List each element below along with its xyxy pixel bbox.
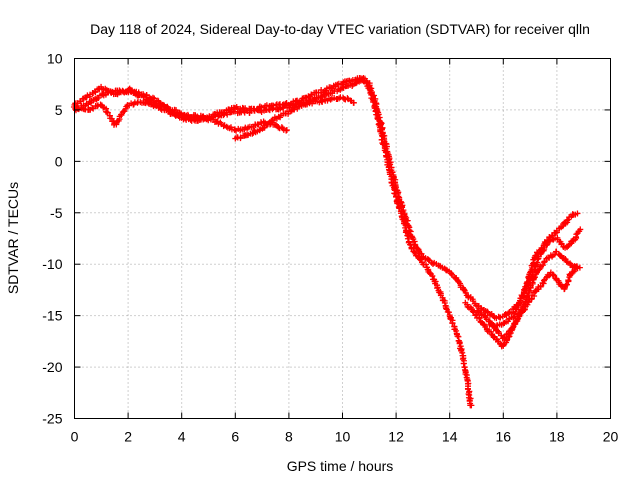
series-track-d <box>232 94 357 142</box>
y-tick-label: 10 <box>47 51 63 67</box>
data-point <box>194 113 201 120</box>
data-point <box>462 371 469 377</box>
data-point <box>524 278 531 285</box>
x-tick-label: 14 <box>442 429 458 445</box>
data-point <box>422 261 429 268</box>
data-point <box>467 402 474 409</box>
data-point <box>565 277 572 284</box>
data-point <box>526 287 533 294</box>
x-axis-label: GPS time / hours <box>287 458 394 474</box>
chart-title: Day 118 of 2024, Sidereal Day-to-day VTE… <box>90 21 590 37</box>
data-point <box>469 308 476 315</box>
series-track-f <box>474 248 583 342</box>
data-point <box>109 88 116 95</box>
data-point <box>434 284 441 291</box>
y-axis-ticks: 10 5 0 -5 -10 -15 -20 -25 <box>42 51 611 427</box>
data-point <box>118 112 125 119</box>
y-tick-label: -10 <box>42 256 62 272</box>
x-tick-label: 6 <box>231 429 239 445</box>
data-point <box>574 210 581 217</box>
x-axis-ticks: 0 2 4 6 8 10 12 14 16 18 20 <box>71 58 619 445</box>
data-point <box>453 327 460 334</box>
x-tick-label: 18 <box>549 429 565 445</box>
data-point <box>383 153 390 160</box>
data-point <box>577 226 584 233</box>
y-axis-label: SDTVAR / TECUs <box>5 182 21 294</box>
data-point <box>322 91 329 98</box>
data-point <box>157 105 164 112</box>
data-point <box>525 274 532 281</box>
data-point <box>327 96 334 103</box>
data-point <box>576 264 583 271</box>
data-point <box>238 108 245 115</box>
y-tick-label: 0 <box>55 153 63 169</box>
x-tick-label: 16 <box>496 429 512 445</box>
data-points <box>70 75 584 409</box>
data-point <box>270 116 277 123</box>
y-tick-label: -25 <box>42 411 62 427</box>
data-point <box>563 281 570 288</box>
data-point <box>476 315 483 322</box>
data-point <box>381 140 388 147</box>
grid <box>74 58 611 419</box>
series-track-g <box>486 226 584 330</box>
data-point <box>398 210 405 217</box>
data-point <box>449 320 456 327</box>
data-point <box>429 272 436 279</box>
data-point <box>443 305 450 312</box>
data-point <box>344 95 351 102</box>
data-point <box>530 275 537 282</box>
y-tick-label: -15 <box>42 308 62 324</box>
x-tick-label: 4 <box>178 429 186 445</box>
data-point <box>283 127 290 134</box>
data-point <box>531 274 538 281</box>
data-point <box>521 286 528 293</box>
data-point <box>418 256 425 263</box>
data-point <box>541 259 548 266</box>
series-track-a <box>71 75 581 322</box>
data-point <box>454 333 461 340</box>
x-tick-label: 10 <box>335 429 351 445</box>
data-point <box>404 235 411 242</box>
data-point <box>353 80 360 87</box>
x-tick-label: 20 <box>603 429 619 445</box>
series-track-c <box>70 98 290 134</box>
x-tick-label: 12 <box>388 429 404 445</box>
data-point <box>350 99 357 106</box>
x-tick-label: 8 <box>285 429 293 445</box>
data-point <box>425 257 432 264</box>
data-point <box>104 109 111 116</box>
data-point <box>510 314 517 321</box>
data-point <box>529 279 536 286</box>
data-point <box>539 262 546 269</box>
x-tick-label: 2 <box>124 429 132 445</box>
x-tick-label: 0 <box>71 429 79 445</box>
data-point <box>533 249 540 256</box>
data-point <box>445 309 452 316</box>
y-tick-label: -20 <box>42 359 62 375</box>
data-point <box>505 310 512 317</box>
data-point <box>563 217 570 224</box>
data-point <box>249 130 256 137</box>
y-tick-label: 5 <box>55 102 63 118</box>
y-tick-label: -5 <box>50 205 63 221</box>
data-point <box>89 104 96 111</box>
data-point <box>460 360 467 367</box>
